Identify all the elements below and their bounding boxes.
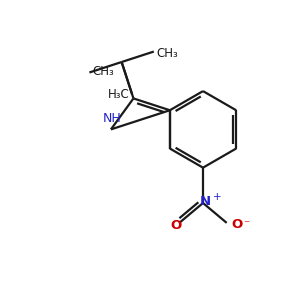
Text: CH₃: CH₃ xyxy=(157,46,178,59)
Text: +: + xyxy=(213,192,222,202)
Text: H₃C: H₃C xyxy=(107,88,129,101)
Text: O: O xyxy=(231,218,242,231)
Text: CH₃: CH₃ xyxy=(92,64,114,77)
Text: ⁻: ⁻ xyxy=(243,218,249,231)
Text: N: N xyxy=(200,195,211,208)
Text: O: O xyxy=(171,219,182,232)
Text: NH: NH xyxy=(103,112,122,125)
